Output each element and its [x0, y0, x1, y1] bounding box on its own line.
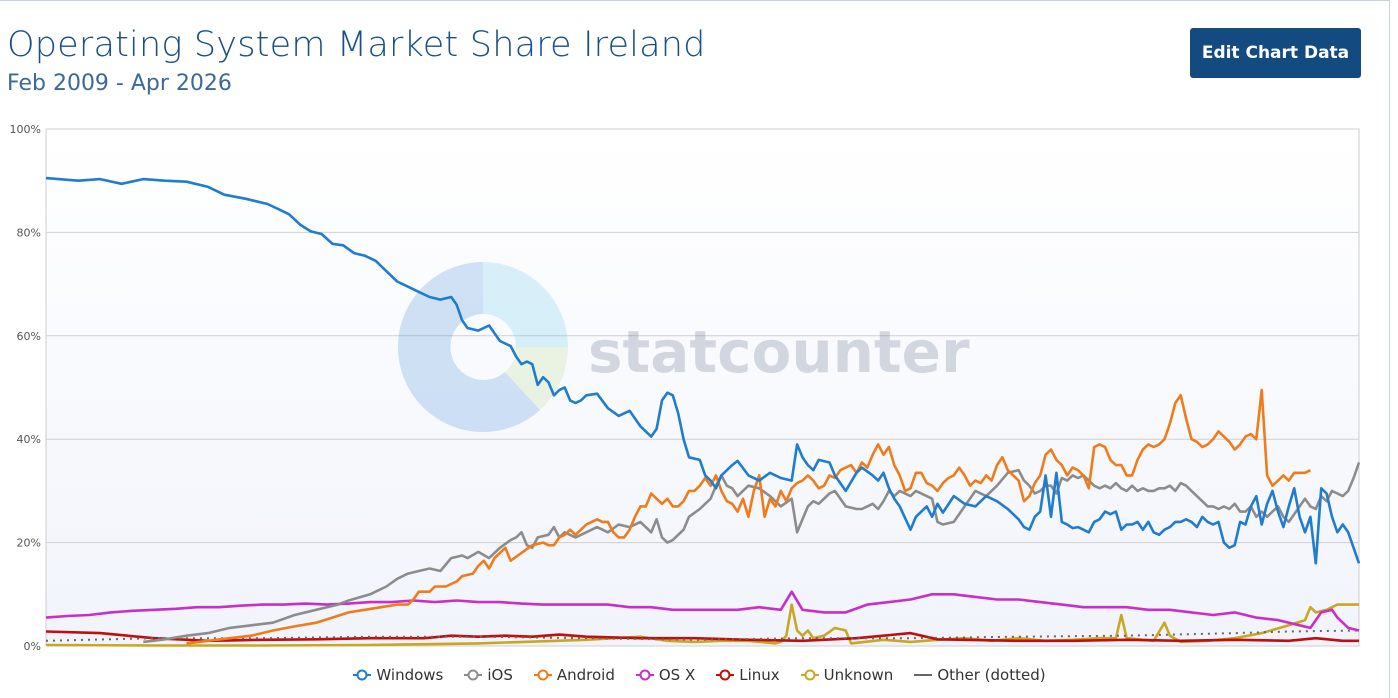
legend-label: OS X — [658, 666, 696, 684]
legend-symbol-icon — [533, 669, 552, 681]
plot-area — [45, 128, 1360, 647]
series-line-android[interactable] — [186, 388, 1311, 645]
legend-label: iOS — [487, 666, 513, 684]
chart-legend: Windows iOS Android OS X Linux Unknown Other (… — [0, 666, 1398, 685]
y-tick-label: 100% — [10, 123, 41, 136]
legend-symbol-icon — [800, 669, 819, 681]
legend-symbol-icon — [353, 669, 372, 681]
y-axis-ticks: 0% 20% 40% 60% 80% 100% — [10, 123, 41, 653]
legend-item-windows[interactable]: Windows — [352, 666, 443, 684]
legend-label: Android — [556, 666, 615, 684]
legend-item-other-dotted[interactable]: Other (dotted) — [913, 666, 1046, 684]
legend-label: Windows — [376, 666, 444, 684]
y-tick-label: 20% — [17, 537, 41, 550]
series-line-unknown[interactable] — [45, 603, 1359, 647]
series-line-other-dotted[interactable] — [45, 629, 1360, 642]
date-range-subtitle: Feb 2009 - Apr 2026 — [7, 71, 232, 96]
y-tick-label: 0% — [24, 640, 41, 653]
legend-symbol-icon — [635, 669, 654, 681]
legend-item-android[interactable]: Android — [533, 666, 615, 684]
series-line-ios[interactable] — [143, 462, 1361, 644]
legend-symbol-icon — [716, 669, 735, 681]
series-line-windows[interactable] — [45, 176, 1361, 565]
series-lines — [45, 176, 1361, 647]
legend-label: Linux — [739, 666, 780, 684]
series-line-os-x[interactable] — [45, 590, 1360, 632]
legend-item-os-x[interactable]: OS X — [635, 666, 695, 684]
series-line-linux[interactable] — [45, 630, 1359, 643]
page-title: Operating System Market Share Ireland — [7, 25, 706, 65]
y-tick-label: 80% — [17, 226, 41, 239]
legend-label: Other (dotted) — [937, 666, 1046, 684]
legend-symbol-icon — [464, 669, 483, 681]
legend-item-linux[interactable]: Linux — [715, 666, 780, 684]
y-tick-label: 40% — [17, 433, 41, 446]
edit-chart-data-button[interactable]: Edit Chart Data — [1190, 28, 1361, 78]
legend-label: Unknown — [823, 666, 894, 684]
y-tick-label: 60% — [17, 330, 41, 343]
legend-item-ios[interactable]: iOS — [463, 666, 513, 684]
legend-symbol-icon — [914, 674, 933, 676]
legend-item-unknown[interactable]: Unknown — [800, 666, 894, 684]
watermark-text: statcounter — [588, 318, 970, 386]
